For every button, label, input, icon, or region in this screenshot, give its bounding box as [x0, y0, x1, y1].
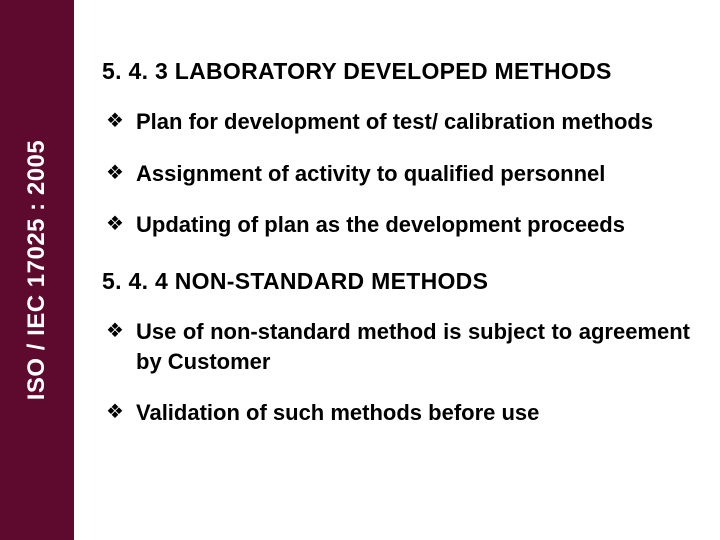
sidebar: ISO / IEC 17025 : 2005 [0, 0, 74, 540]
bullet-text: Updating of plan as the development proc… [136, 212, 625, 237]
diamond-icon: ❖ [106, 211, 124, 238]
list-item: ❖ Use of non-standard method is subject … [102, 317, 690, 376]
diamond-icon: ❖ [106, 399, 124, 426]
section1-heading: 5. 4. 3 LABORATORY DEVELOPED METHODS [102, 58, 690, 85]
section2-bullets: ❖ Use of non-standard method is subject … [102, 317, 690, 428]
diamond-icon: ❖ [106, 318, 124, 345]
bullet-text: Assignment of activity to qualified pers… [136, 161, 605, 186]
list-item: ❖ Plan for development of test/ calibrat… [102, 107, 690, 137]
bullet-text: Validation of such methods before use [136, 400, 539, 425]
bullet-text: Use of non-standard method is subject to… [136, 319, 690, 374]
sidebar-label: ISO / IEC 17025 : 2005 [23, 140, 51, 400]
content-area: 5. 4. 3 LABORATORY DEVELOPED METHODS ❖ P… [74, 0, 720, 540]
list-item: ❖ Assignment of activity to qualified pe… [102, 159, 690, 189]
diamond-icon: ❖ [106, 108, 124, 135]
section1-bullets: ❖ Plan for development of test/ calibrat… [102, 107, 690, 240]
diamond-icon: ❖ [106, 160, 124, 187]
list-item: ❖ Validation of such methods before use [102, 398, 690, 428]
list-item: ❖ Updating of plan as the development pr… [102, 210, 690, 240]
bullet-text: Plan for development of test/ calibratio… [136, 109, 653, 134]
section2-heading: 5. 4. 4 NON-STANDARD METHODS [102, 268, 690, 295]
slide: ISO / IEC 17025 : 2005 5. 4. 3 LABORATOR… [0, 0, 720, 540]
